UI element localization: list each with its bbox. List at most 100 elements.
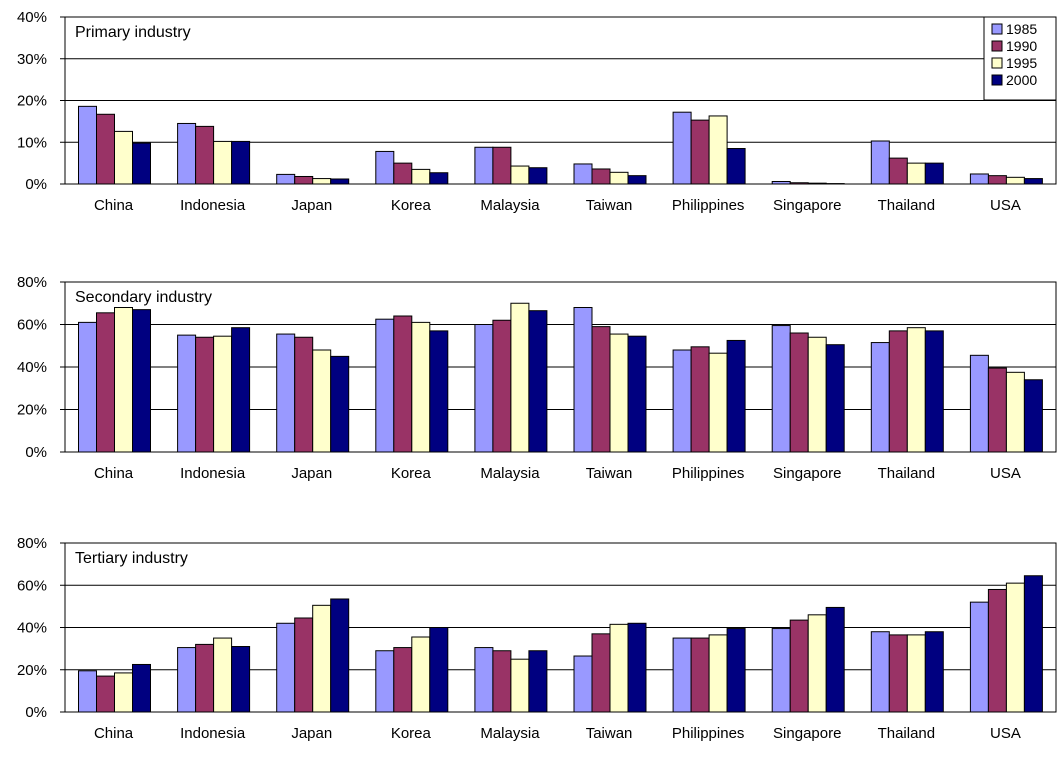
bar-1995-korea bbox=[411, 636, 431, 713]
bar-2000-singapore bbox=[825, 606, 845, 713]
x-tick-label: Singapore bbox=[773, 465, 841, 482]
bar-2000-taiwan bbox=[627, 175, 647, 185]
bar-1985-china bbox=[78, 105, 97, 185]
bar-1995-korea bbox=[411, 321, 431, 453]
bar-2000-japan bbox=[330, 355, 350, 453]
x-tick-label: Korea bbox=[391, 725, 432, 742]
y-tick-label: 80% bbox=[17, 274, 47, 291]
bar-1995-china bbox=[114, 130, 133, 185]
chart-panel-1: 0% 10% 20% 30% 40% Primary industry China Indon… bbox=[17, 9, 1057, 214]
chart-panel-3: 0% 20% 40% 60% 80% Tertiary industry China Indo… bbox=[17, 535, 1057, 742]
bar-2000-japan bbox=[330, 178, 350, 185]
bar-1995-usa bbox=[1005, 582, 1025, 713]
legend-label-1990: 1990 bbox=[1006, 38, 1037, 54]
bar-1995-taiwan bbox=[609, 171, 629, 185]
bar-2000-philippines bbox=[726, 628, 746, 713]
x-tick-label: USA bbox=[990, 465, 1021, 482]
bar-1995-indonesia bbox=[213, 637, 233, 713]
x-tick-label: China bbox=[94, 465, 134, 482]
bar-1995-malaysia bbox=[510, 302, 530, 453]
bar-2000-malaysia bbox=[528, 310, 548, 453]
x-tick-label: Malaysia bbox=[480, 197, 540, 214]
bar-2000-usa bbox=[1023, 575, 1043, 713]
bar-1990-usa bbox=[987, 175, 1007, 185]
bar-2000-korea bbox=[429, 330, 449, 453]
bar-2000-japan bbox=[330, 598, 350, 713]
bar-1995-philippines bbox=[708, 115, 728, 185]
plot-area bbox=[64, 281, 1057, 453]
y-tick-label: 0% bbox=[25, 444, 47, 461]
x-tick-label: Malaysia bbox=[480, 725, 540, 742]
bar-1995-indonesia bbox=[213, 335, 233, 453]
bar-2000-thailand bbox=[924, 162, 944, 185]
bar-2000-taiwan bbox=[627, 622, 647, 713]
x-tick-label: USA bbox=[990, 725, 1021, 742]
bar-1990-indonesia bbox=[195, 336, 215, 453]
bar-1990-china bbox=[96, 113, 115, 185]
legend-label-1995: 1995 bbox=[1006, 55, 1037, 71]
y-tick-label: 40% bbox=[17, 359, 47, 376]
bar-1985-usa bbox=[969, 601, 989, 713]
legend-swatch-2000 bbox=[991, 74, 1003, 86]
bar-1990-korea bbox=[393, 647, 413, 713]
bar-2000-usa bbox=[1023, 178, 1043, 185]
bar-1995-taiwan bbox=[609, 623, 629, 713]
bar-2000-usa bbox=[1023, 379, 1043, 453]
y-tick-label: 20% bbox=[17, 662, 47, 679]
x-tick-label: Singapore bbox=[773, 725, 841, 742]
bar-1985-china bbox=[78, 670, 97, 713]
x-tick-label: Taiwan bbox=[586, 465, 633, 482]
bar-1990-japan bbox=[294, 175, 314, 185]
bar-1985-malaysia bbox=[474, 146, 494, 185]
bar-1985-malaysia bbox=[474, 647, 494, 713]
plot-area bbox=[64, 542, 1057, 713]
bar-1990-korea bbox=[393, 162, 413, 185]
x-tick-label: Indonesia bbox=[180, 465, 246, 482]
bar-1990-korea bbox=[393, 315, 413, 453]
x-tick-label: Taiwan bbox=[586, 197, 633, 214]
x-tick-label: Malaysia bbox=[480, 465, 540, 482]
bar-2000-singapore bbox=[825, 344, 845, 453]
y-tick-label: 20% bbox=[17, 93, 47, 110]
y-tick-label: 30% bbox=[17, 51, 47, 68]
bar-1990-usa bbox=[987, 367, 1007, 453]
legend-swatch-1990 bbox=[991, 40, 1003, 52]
bar-1990-philippines bbox=[690, 119, 710, 185]
x-tick-label: Singapore bbox=[773, 197, 841, 214]
bar-1995-singapore bbox=[807, 336, 827, 453]
bar-1995-usa bbox=[1005, 371, 1025, 453]
bar-1990-philippines bbox=[690, 637, 710, 713]
legend-label-1985: 1985 bbox=[1006, 21, 1037, 37]
panel-title: Primary industry bbox=[75, 24, 191, 41]
bar-1995-japan bbox=[312, 604, 332, 713]
bar-1985-korea bbox=[375, 650, 395, 713]
bar-1990-philippines bbox=[690, 346, 710, 453]
bar-1990-indonesia bbox=[195, 125, 215, 185]
bar-1990-malaysia bbox=[492, 146, 512, 185]
bar-1995-philippines bbox=[708, 352, 728, 453]
bar-1990-thailand bbox=[888, 634, 908, 713]
y-tick-label: 60% bbox=[17, 577, 47, 594]
bar-1985-thailand bbox=[870, 140, 890, 185]
bar-1985-philippines bbox=[672, 637, 692, 713]
legend-swatch-1995 bbox=[991, 57, 1003, 69]
bar-1995-usa bbox=[1005, 176, 1025, 185]
y-tick-label: 20% bbox=[17, 402, 47, 419]
bar-2000-indonesia bbox=[231, 327, 251, 453]
bar-1995-philippines bbox=[708, 634, 728, 713]
bar-1990-thailand bbox=[888, 330, 908, 453]
bar-2000-philippines bbox=[726, 148, 746, 185]
bar-1990-singapore bbox=[789, 332, 809, 453]
bar-1990-singapore bbox=[789, 619, 809, 713]
bar-1990-china bbox=[96, 312, 115, 453]
bar-1995-malaysia bbox=[510, 658, 530, 713]
y-tick-label: 40% bbox=[17, 620, 47, 637]
bar-1985-usa bbox=[969, 173, 989, 185]
bar-2000-indonesia bbox=[231, 646, 251, 713]
bar-1985-singapore bbox=[771, 325, 791, 453]
panel-title: Tertiary industry bbox=[75, 550, 188, 567]
bar-2000-thailand bbox=[924, 330, 944, 453]
panel-title: Secondary industry bbox=[75, 289, 212, 306]
